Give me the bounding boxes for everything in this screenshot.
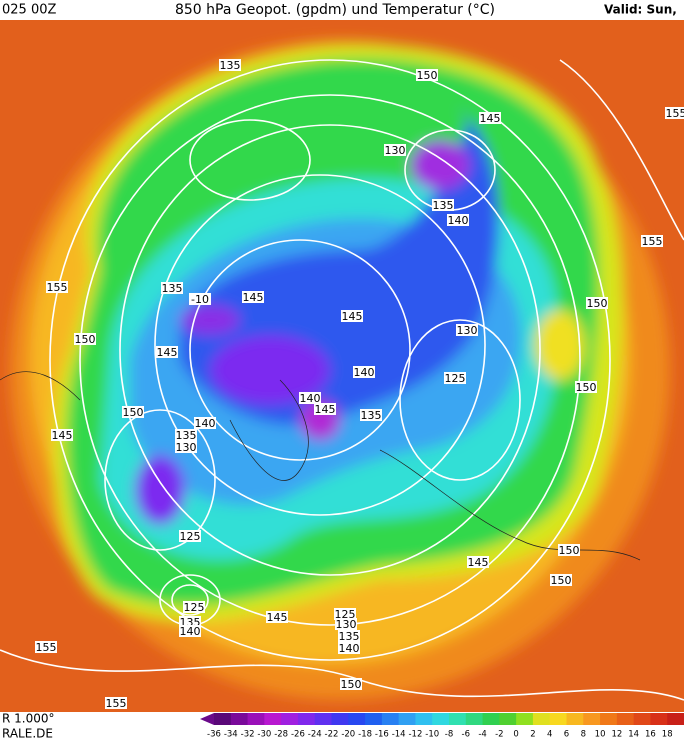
contour-label: 145 xyxy=(52,429,73,442)
contour-label: 150 xyxy=(417,69,438,82)
contour-label: 145 xyxy=(468,556,489,569)
contour-label: 140 xyxy=(354,366,375,379)
contour-label: 135 xyxy=(433,199,454,212)
contour-label: 155 xyxy=(36,641,57,654)
colorbar-swatch xyxy=(332,713,349,725)
map-title: 850 hPa Geopot. (gpdm) und Temperatur (°… xyxy=(175,2,495,18)
colorbar-swatch xyxy=(298,713,315,725)
contour-label: 145 xyxy=(315,403,336,416)
contour-label: 145 xyxy=(243,291,264,304)
colorbar-swatch xyxy=(415,713,432,725)
colorbar-label: 10 xyxy=(595,730,606,740)
colorbar-swatch xyxy=(214,713,231,725)
resolution: R 1.000° xyxy=(2,712,55,726)
colorbar-label: -12 xyxy=(408,730,422,740)
contour-label: 140 xyxy=(448,214,469,227)
run-time: 025 00Z xyxy=(2,3,56,18)
colorbar-swatch xyxy=(583,713,600,725)
contour-label: 155 xyxy=(642,235,663,248)
colorbar-swatch xyxy=(499,713,516,725)
contour-label: 155 xyxy=(47,281,68,294)
contour-label: 140 xyxy=(180,625,201,638)
colorbar-swatch xyxy=(533,713,550,725)
colorbar-swatch xyxy=(248,713,265,725)
source: RALE.DE xyxy=(2,727,53,741)
contour-label: 140 xyxy=(195,417,216,430)
valid-time: Valid: Sun, xyxy=(604,3,677,17)
contour-label: 155 xyxy=(666,107,684,120)
colorbar-label: -10 xyxy=(425,730,439,740)
colorbar-label: 0 xyxy=(513,730,518,740)
colorbar-label: -4 xyxy=(478,730,486,740)
colorbar-swatch xyxy=(264,713,281,725)
colorbar-label: 2 xyxy=(530,730,535,740)
colorbar-label: 8 xyxy=(581,730,586,740)
colorbar-swatch xyxy=(466,713,483,725)
colorbar-swatch xyxy=(516,713,533,725)
colorbar-label: -16 xyxy=(375,730,389,740)
colorbar-swatch xyxy=(348,713,365,725)
colorbar-swatch xyxy=(600,713,617,725)
colorbar-swatch xyxy=(550,713,567,725)
colorbar-label: 14 xyxy=(628,730,639,740)
colorbar-label: -18 xyxy=(358,730,372,740)
colorbar-swatch xyxy=(667,713,684,725)
contour-label: 125 xyxy=(180,530,201,543)
contour-label: 145 xyxy=(267,611,288,624)
contour-label: 125 xyxy=(184,601,205,614)
colorbar-label: -26 xyxy=(291,730,305,740)
contour-label: 150 xyxy=(341,678,362,691)
colorbar-label: -30 xyxy=(257,730,271,740)
contour-label: 150 xyxy=(123,406,144,419)
colorbar-label: -14 xyxy=(392,730,406,740)
colorbar-swatch xyxy=(449,713,466,725)
colorbar-swatch xyxy=(432,713,449,725)
contour-label: 150 xyxy=(587,297,608,310)
colorbar-label: -20 xyxy=(341,730,355,740)
colorbar-label: -22 xyxy=(325,730,339,740)
colorbar-swatch xyxy=(483,713,500,725)
colorbar-label: -34 xyxy=(224,730,238,740)
contour-label: 145 xyxy=(157,346,178,359)
colorbar-label: -2 xyxy=(495,730,503,740)
contour-label: 135 xyxy=(361,409,382,422)
colorbar-swatch xyxy=(617,713,634,725)
contour-label: 155 xyxy=(106,697,127,710)
colorbar-label: 12 xyxy=(611,730,622,740)
contour-label: 125 xyxy=(445,372,466,385)
colorbar-swatch xyxy=(315,713,332,725)
colorbar-swatch xyxy=(382,713,399,725)
contour-label: 150 xyxy=(551,574,572,587)
colorbar-label: -6 xyxy=(462,730,470,740)
contour-label: 150 xyxy=(559,544,580,557)
colorbar-label: -24 xyxy=(308,730,322,740)
colorbar-swatch xyxy=(231,713,248,725)
colorbar-label: -8 xyxy=(445,730,453,740)
colorbar-label: -28 xyxy=(274,730,288,740)
contour-label: 135 xyxy=(162,282,183,295)
contour-label: -10 xyxy=(191,293,209,306)
colorbar-swatch xyxy=(365,713,382,725)
colorbar-label: 16 xyxy=(645,730,656,740)
colorbar-swatch xyxy=(634,713,651,725)
contour-label: 135 xyxy=(220,59,241,72)
colorbar-swatch xyxy=(399,713,416,725)
colorbar-swatch xyxy=(567,713,584,725)
colorbar-swatch xyxy=(281,713,298,725)
contour-label: 150 xyxy=(75,333,96,346)
colorbar-label: -36 xyxy=(207,730,221,740)
contour-label: 150 xyxy=(576,381,597,394)
contour-label: 130 xyxy=(385,144,406,157)
contour-label: 145 xyxy=(342,310,363,323)
colorbar-label: 4 xyxy=(547,730,552,740)
contour-label: 130 xyxy=(457,324,478,337)
colorbar-swatch xyxy=(650,713,667,725)
colorbar-label: 18 xyxy=(662,730,673,740)
contour-label: 145 xyxy=(480,112,501,125)
colorbar-label: -32 xyxy=(241,730,255,740)
colorbar-label: 6 xyxy=(564,730,569,740)
contour-label: 130 xyxy=(176,441,197,454)
contour-label: 140 xyxy=(339,642,360,655)
